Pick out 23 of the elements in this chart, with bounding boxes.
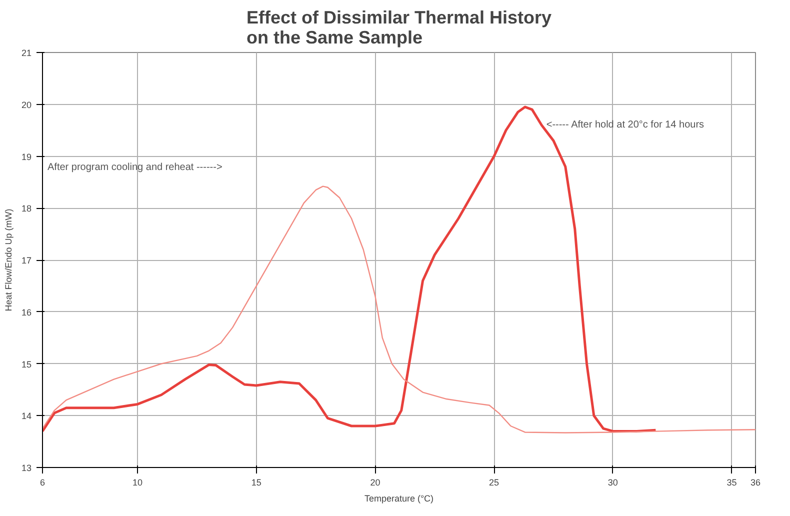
y-tick-label: 19 [21,152,32,162]
line-series [42,186,756,434]
x-axis-title: Temperature (°C) [364,494,434,504]
y-tick-label: 17 [21,256,32,266]
x-tick-label: 30 [608,478,618,488]
y-tick-label: 15 [21,359,32,370]
x-tick-label: 15 [251,478,262,488]
chart-title: Effect of Dissimilar Thermal History on the Same Sample [246,8,552,48]
x-tick-label: 20 [370,478,380,488]
y-tick-label: 20 [21,100,32,110]
x-tick-label: 35 [726,478,737,488]
y-tick-label: 16 [21,307,32,318]
x-tick-label: 25 [489,478,500,488]
x-tick-label: 10 [132,478,143,488]
x-tick-label: 36 [750,478,761,488]
y-tick-label: 13 [21,463,32,473]
annotation: After program cooling and reheat ------> [48,162,222,173]
y-tick-label: 18 [21,204,32,214]
y-tick-label: 14 [21,411,32,422]
y-axis-title: Heat Flow/Endo Up (mW) [3,208,14,312]
annotation: <----- After hold at 20°c for 14 hours [546,120,704,131]
y-tick-label: 21 [21,48,32,58]
x-tick-label: 6 [40,478,46,488]
